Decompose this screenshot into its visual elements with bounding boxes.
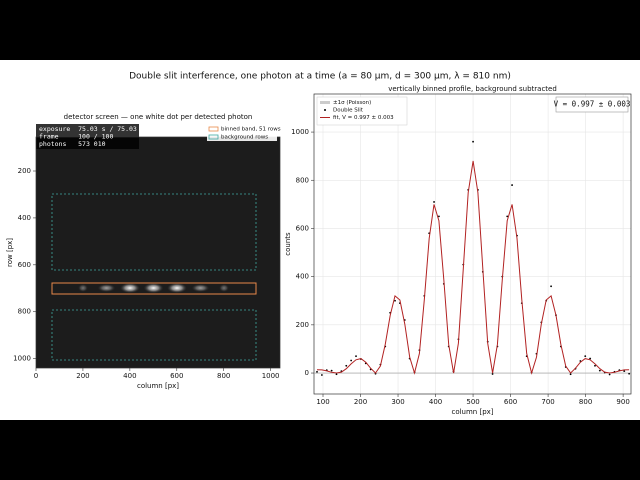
data-point — [355, 355, 357, 358]
x-tick-label: 600 — [504, 398, 517, 406]
y-tick-label: 400 — [296, 273, 309, 281]
y-tick-label: 1000 — [13, 355, 31, 363]
data-point — [350, 359, 353, 362]
x-tick-label: 400 — [123, 372, 136, 380]
legend-swatch — [320, 101, 330, 104]
x-axis-label: column [px] — [451, 408, 493, 416]
data-point — [345, 364, 348, 367]
y-tick-label: 800 — [18, 308, 31, 316]
data-point — [623, 370, 626, 373]
legend-label: background rows — [221, 135, 268, 141]
data-point — [584, 355, 587, 358]
data-point — [506, 215, 509, 218]
y-tick-label: 600 — [18, 261, 31, 269]
background-region — [51, 193, 257, 271]
data-point — [394, 299, 396, 302]
x-tick-label: 800 — [217, 372, 230, 380]
binned-band — [51, 282, 257, 295]
x-tick-label: 100 — [316, 398, 329, 406]
x-tick-label: 500 — [466, 398, 479, 406]
data-point — [472, 140, 474, 143]
legend-box — [207, 124, 277, 141]
data-point — [608, 373, 611, 376]
data-point — [628, 372, 631, 375]
data-point — [335, 373, 338, 376]
legend-swatch — [208, 126, 219, 132]
data-point — [589, 357, 592, 360]
legend-box — [316, 96, 408, 126]
info-line: frame 100 / 100 — [39, 133, 113, 141]
x-tick-label: 900 — [616, 398, 629, 406]
x-axis-label: column [px] — [137, 382, 179, 390]
axis-title: vertically binned profile, background su… — [388, 85, 557, 93]
data-point — [374, 372, 377, 375]
data-point — [320, 374, 323, 376]
y-axis-label: counts — [284, 232, 292, 256]
annotation: V = 0.997 ± 0.003 — [554, 100, 631, 109]
data-point — [438, 215, 440, 218]
axes-frame — [35, 136, 281, 369]
x-tick-label: 300 — [391, 398, 404, 406]
data-point — [433, 201, 435, 203]
data-point — [511, 184, 513, 186]
x-tick-label: 200 — [76, 372, 89, 380]
fit-line — [316, 160, 630, 375]
info-line: exposure 75.03 s / 75.03 s — [39, 125, 145, 133]
background-region — [51, 309, 257, 361]
data-point — [550, 285, 552, 288]
axis-title: detector screen — one white dot per dete… — [64, 113, 253, 121]
data-point — [594, 364, 596, 367]
annotation-box — [555, 96, 629, 113]
figure-title: Double slit interference, one photon at … — [129, 72, 511, 82]
y-tick-label: 0 — [305, 369, 309, 377]
data-point — [316, 370, 318, 373]
data-point — [598, 369, 601, 372]
info-box — [36, 124, 139, 149]
legend-label: fit, V = 0.997 ± 0.003 — [333, 115, 394, 121]
axes-frame — [313, 93, 632, 395]
x-tick-label: 0 — [34, 372, 38, 380]
data-point — [330, 369, 333, 372]
y-tick-label: 800 — [296, 176, 309, 184]
y-tick-label: 400 — [18, 214, 31, 222]
x-tick-label: 600 — [170, 372, 183, 380]
legend-label: ±1σ (Poisson) — [333, 100, 371, 106]
legend-swatch — [324, 109, 326, 111]
y-tick-label: 200 — [18, 167, 31, 175]
legend-swatch — [208, 134, 219, 140]
x-tick-label: 700 — [541, 398, 554, 406]
y-tick-label: 1000 — [291, 128, 309, 136]
detector-image — [36, 137, 280, 368]
x-tick-label: 800 — [579, 398, 592, 406]
fringes — [78, 283, 229, 293]
x-tick-label: 1000 — [262, 372, 280, 380]
data-point — [491, 373, 494, 375]
info-line: photons 573 010 — [39, 140, 106, 148]
x-tick-label: 400 — [429, 398, 442, 406]
x-tick-label: 200 — [354, 398, 367, 406]
y-axis-label: row [px] — [6, 238, 14, 267]
y-tick-label: 200 — [296, 321, 309, 329]
legend-label: binned band, 51 rows — [221, 127, 281, 133]
legend-label: Double Slit — [333, 108, 364, 114]
y-tick-label: 600 — [296, 224, 309, 232]
data-point — [569, 373, 572, 376]
